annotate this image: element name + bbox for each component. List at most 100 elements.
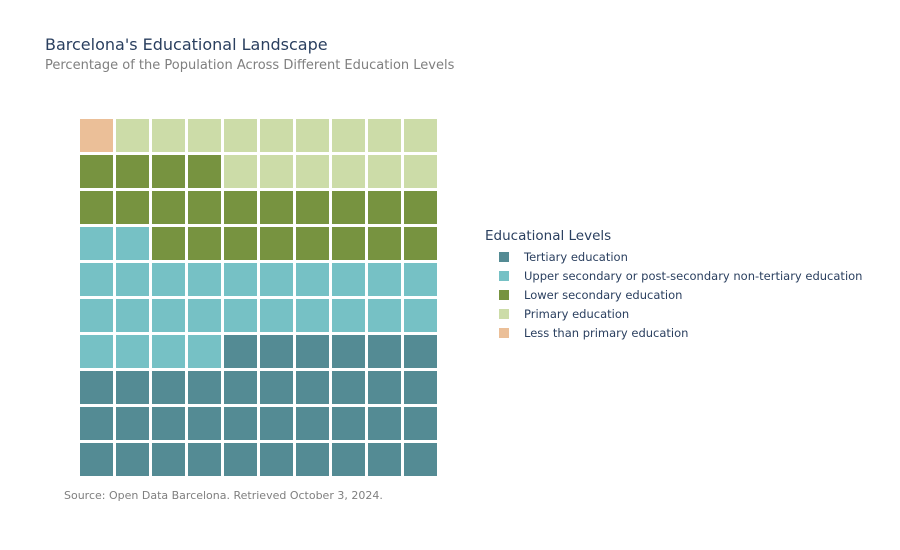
waffle-cell: [152, 227, 185, 260]
waffle-cell: [188, 119, 221, 152]
waffle-cell: [116, 335, 149, 368]
waffle-cell: [260, 263, 293, 296]
waffle-cell: [116, 263, 149, 296]
waffle-cell: [296, 263, 329, 296]
waffle-cell: [332, 263, 365, 296]
waffle-cell: [332, 335, 365, 368]
legend-item[interactable]: Lower secondary education: [485, 285, 862, 304]
waffle-cell: [296, 335, 329, 368]
waffle-cell: [224, 155, 257, 188]
waffle-cell: [404, 119, 437, 152]
legend-swatch: [499, 270, 509, 281]
waffle-cell: [332, 119, 365, 152]
waffle-cell: [404, 407, 437, 440]
waffle-cell: [260, 227, 293, 260]
waffle-cell: [80, 299, 113, 332]
waffle-cell: [224, 443, 257, 476]
waffle-cell: [404, 155, 437, 188]
waffle-cell: [224, 371, 257, 404]
legend-item[interactable]: Upper secondary or post-secondary non-te…: [485, 266, 862, 285]
waffle-cell: [188, 371, 221, 404]
legend-label: Less than primary education: [524, 325, 689, 340]
waffle-cell: [332, 155, 365, 188]
legend-item[interactable]: Tertiary education: [485, 247, 862, 266]
waffle-cell: [224, 335, 257, 368]
waffle-cell: [260, 443, 293, 476]
waffle-cell: [404, 263, 437, 296]
waffle-cell: [152, 299, 185, 332]
waffle-cell: [80, 227, 113, 260]
waffle-cell: [332, 407, 365, 440]
waffle-cell: [368, 191, 401, 224]
waffle-cell: [368, 371, 401, 404]
waffle-cell: [188, 299, 221, 332]
waffle-cell: [152, 407, 185, 440]
legend-item[interactable]: Primary education: [485, 304, 862, 323]
waffle-cell: [332, 227, 365, 260]
waffle-cell: [260, 155, 293, 188]
waffle-cell: [80, 407, 113, 440]
waffle-cell: [116, 227, 149, 260]
waffle-cell: [188, 407, 221, 440]
waffle-cell: [116, 191, 149, 224]
waffle-cell: [224, 119, 257, 152]
waffle-cell: [296, 443, 329, 476]
waffle-cell: [80, 155, 113, 188]
waffle-cell: [260, 371, 293, 404]
waffle-cell: [404, 299, 437, 332]
legend-label: Lower secondary education: [524, 287, 683, 302]
waffle-cell: [368, 407, 401, 440]
waffle-cell: [152, 263, 185, 296]
waffle-cell: [260, 407, 293, 440]
waffle-cell: [152, 119, 185, 152]
waffle-cell: [260, 191, 293, 224]
waffle-cell: [188, 227, 221, 260]
waffle-cell: [116, 299, 149, 332]
legend-swatch: [499, 251, 509, 262]
legend-swatch: [499, 308, 509, 319]
waffle-cell: [296, 155, 329, 188]
waffle-cell: [332, 371, 365, 404]
waffle-cell: [224, 227, 257, 260]
waffle-cell: [188, 191, 221, 224]
waffle-cell: [152, 443, 185, 476]
waffle-cell: [152, 191, 185, 224]
waffle-cell: [116, 443, 149, 476]
legend-label: Primary education: [524, 306, 630, 321]
waffle-cell: [368, 227, 401, 260]
waffle-cell: [80, 119, 113, 152]
waffle-cell: [224, 299, 257, 332]
waffle-cell: [188, 335, 221, 368]
legend-label: Tertiary education: [524, 249, 628, 264]
waffle-cell: [224, 191, 257, 224]
waffle-cell: [152, 335, 185, 368]
waffle-cell: [368, 299, 401, 332]
waffle-cell: [368, 443, 401, 476]
waffle-cell: [116, 119, 149, 152]
waffle-cell: [404, 443, 437, 476]
waffle-cell: [296, 191, 329, 224]
legend-title: Educational Levels: [485, 228, 612, 244]
legend-item[interactable]: Less than primary education: [485, 323, 862, 342]
waffle-cell: [368, 335, 401, 368]
waffle-cell: [404, 191, 437, 224]
waffle-cell: [80, 335, 113, 368]
legend-swatch: [499, 289, 509, 300]
chart-title: Barcelona's Educational Landscape: [45, 35, 328, 54]
waffle-cell: [368, 119, 401, 152]
waffle-cell: [80, 191, 113, 224]
waffle-cell: [296, 299, 329, 332]
waffle-cell: [260, 299, 293, 332]
waffle-cell: [80, 371, 113, 404]
waffle-cell: [80, 443, 113, 476]
waffle-cell: [404, 227, 437, 260]
waffle-cell: [260, 335, 293, 368]
waffle-cell: [188, 155, 221, 188]
chart-subtitle: Percentage of the Population Across Diff…: [45, 58, 455, 73]
waffle-cell: [296, 371, 329, 404]
legend-swatch: [499, 327, 509, 338]
legend-label: Upper secondary or post-secondary non-te…: [524, 268, 863, 283]
legend: Educational Levels Tertiary education Upp…: [485, 228, 862, 342]
waffle-cell: [332, 191, 365, 224]
